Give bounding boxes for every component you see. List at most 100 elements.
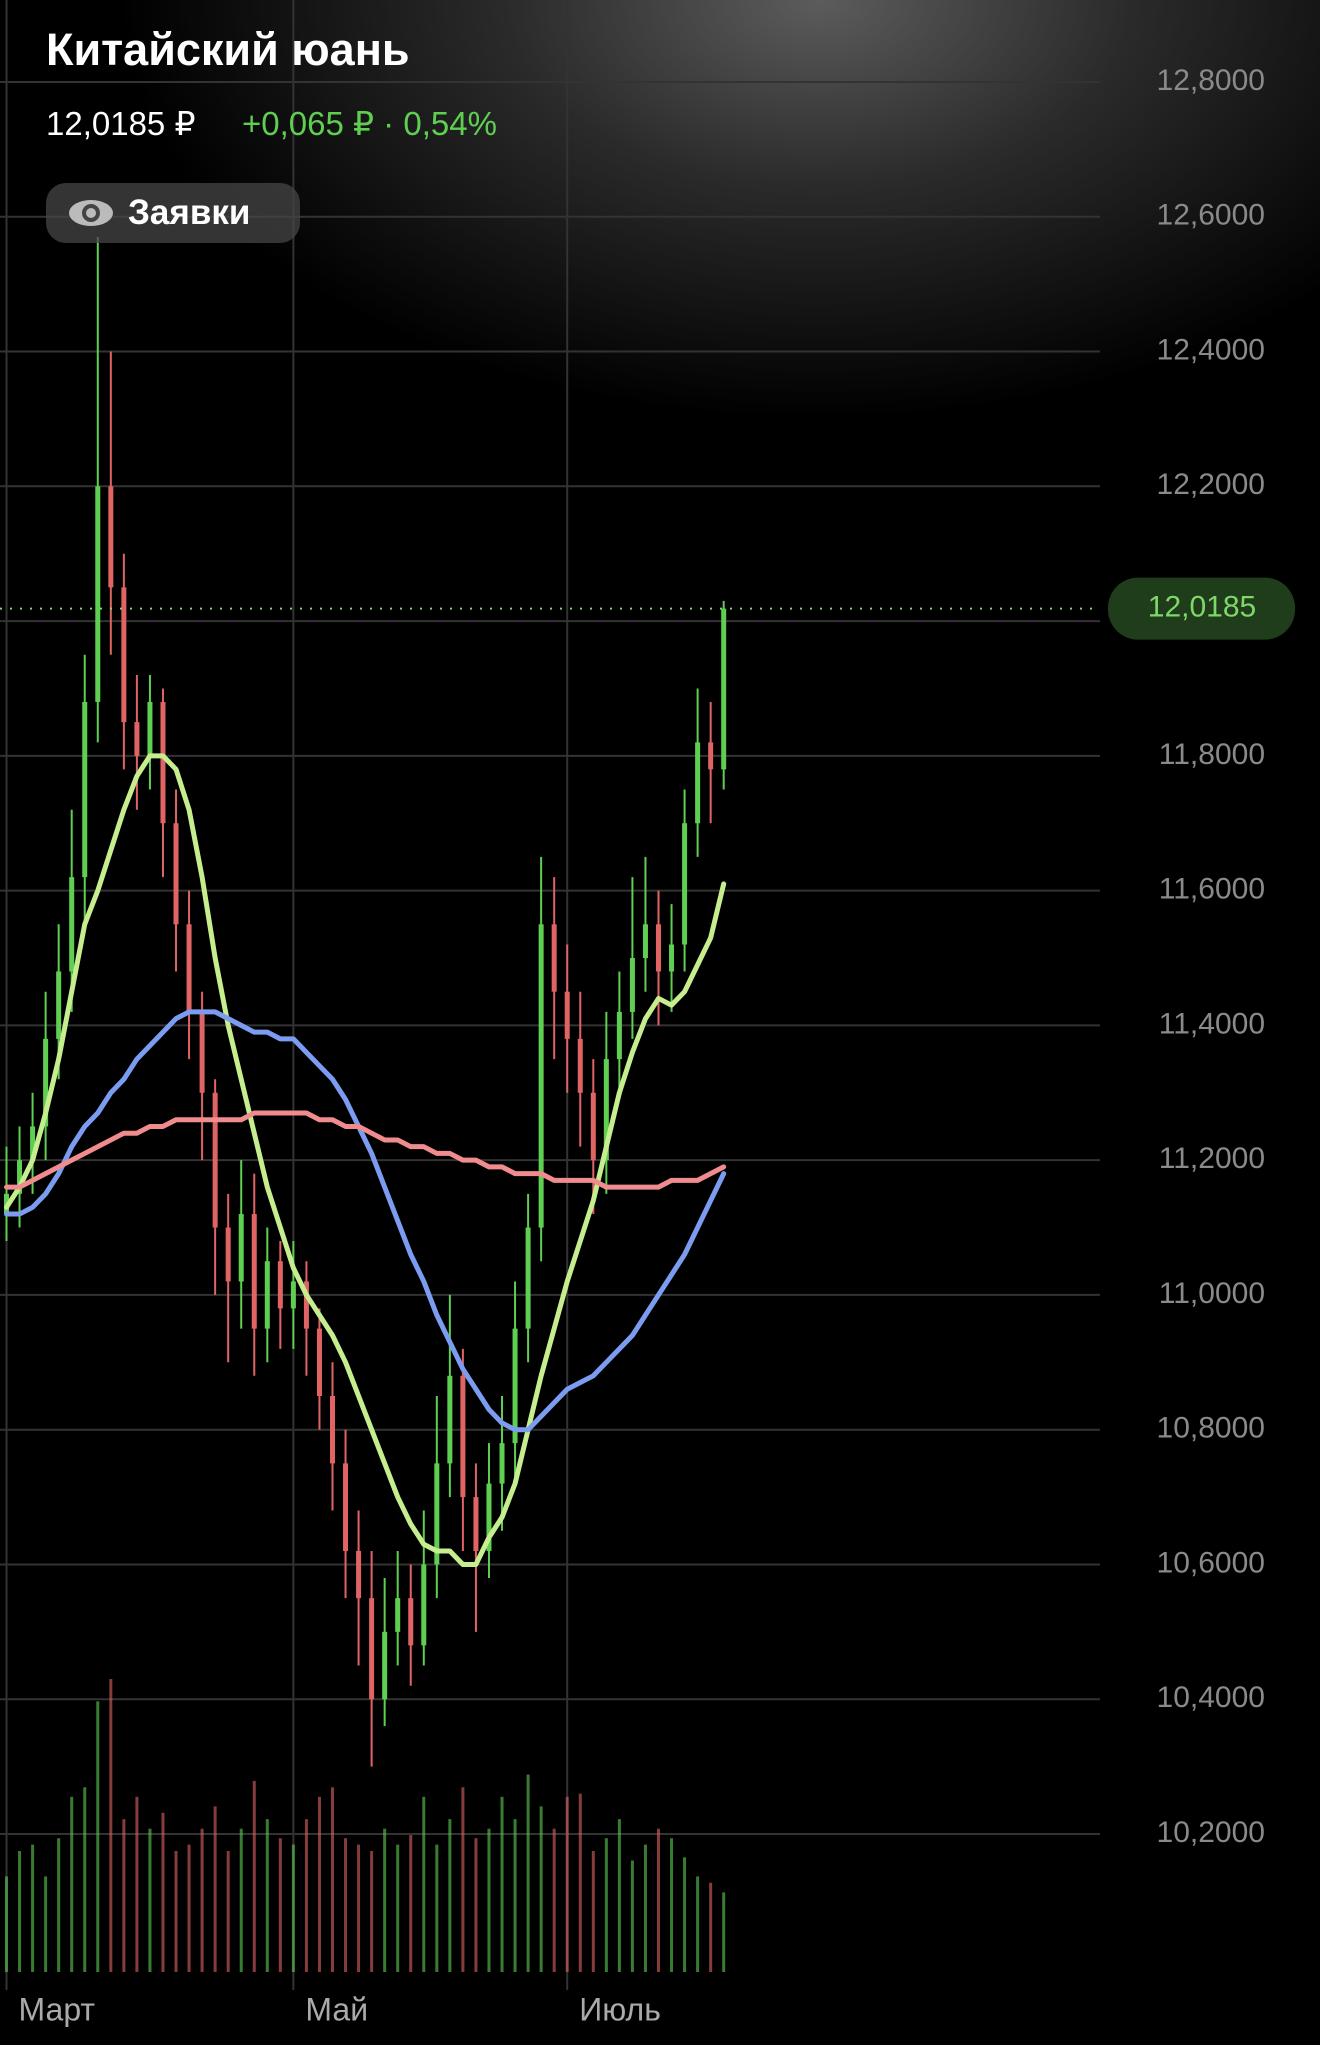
candle-body: [447, 1375, 453, 1464]
candle-body: [356, 1550, 362, 1599]
y-tick-label: 11,2000: [1159, 1142, 1265, 1175]
candle-body: [473, 1497, 479, 1551]
volume-bar: [291, 1844, 295, 1972]
volume-bar: [709, 1882, 713, 1972]
candle-body: [486, 1483, 492, 1551]
volume-bar: [278, 1838, 282, 1972]
volume-bar: [331, 1787, 334, 1972]
volume-bar: [539, 1806, 543, 1972]
candle-body: [525, 1227, 531, 1329]
volume-bar: [31, 1844, 35, 1972]
candle-body: [82, 701, 88, 878]
volume-bar: [83, 1787, 87, 1972]
candle-body: [395, 1598, 401, 1632]
candle-body: [721, 608, 727, 770]
volume-bar: [57, 1838, 61, 1972]
orders-button[interactable]: Заявки: [46, 183, 300, 243]
candle-body: [43, 1038, 49, 1127]
candle-body: [708, 742, 714, 770]
candle-body: [199, 1011, 205, 1093]
y-tick-label: 10,8000: [1157, 1412, 1265, 1445]
volume-bar: [565, 1796, 569, 1972]
last-price-badge: [1108, 577, 1295, 640]
candle-body: [616, 1011, 622, 1060]
moving-average: [4, 753, 727, 1567]
button-label: Заявки: [128, 193, 251, 232]
volume-bar: [722, 1892, 726, 1972]
volume-bar: [500, 1796, 504, 1972]
candle-body: [460, 1375, 466, 1498]
price: 12,0185 ₽: [46, 105, 196, 142]
y-tick-label: 11,6000: [1159, 873, 1265, 906]
volume-bar: [200, 1828, 204, 1972]
volume-bar: [148, 1828, 152, 1972]
volume-bar: [526, 1774, 530, 1972]
candle-body: [669, 944, 675, 972]
volume-bar: [226, 1850, 230, 1972]
title: Китайский юань: [46, 24, 410, 75]
volume-bar: [70, 1796, 74, 1972]
candle-body: [512, 1328, 518, 1444]
y-tick-label: 10,4000: [1157, 1681, 1265, 1714]
candle-body: [551, 924, 557, 992]
candle-body: [316, 1328, 322, 1396]
y-tick-label: 12,2000: [1157, 468, 1265, 501]
candle-body: [434, 1463, 440, 1565]
volume-bar: [317, 1796, 321, 1972]
volume-bar: [265, 1819, 269, 1972]
eye-icon: [69, 200, 113, 226]
y-tick-label: 11,8000: [1159, 738, 1265, 771]
candle-body: [30, 1126, 36, 1161]
volume-bar: [109, 1679, 113, 1972]
volume-bar: [696, 1876, 700, 1972]
volume-bar: [18, 1850, 22, 1972]
y-tick-label: 10,2000: [1157, 1816, 1265, 1849]
volume-bar: [370, 1850, 374, 1972]
candle-body: [343, 1463, 349, 1551]
candle-body: [69, 877, 75, 972]
moving-average: [4, 1110, 727, 1190]
volume-bar: [5, 1876, 8, 1972]
y-tick-label: 12,4000: [1157, 333, 1265, 366]
y-tick-label: 12,6000: [1157, 199, 1265, 232]
volume-bar: [670, 1838, 674, 1972]
volume-bar: [617, 1819, 621, 1972]
volume-bar: [135, 1796, 139, 1972]
volume-bar: [604, 1838, 608, 1972]
candle-body: [656, 924, 661, 972]
volume-bar: [396, 1844, 400, 1972]
volume-bar: [187, 1844, 191, 1972]
y-tick-label: 10,6000: [1157, 1546, 1265, 1579]
candle-body: [577, 1038, 583, 1093]
volume-bar: [304, 1819, 308, 1972]
volume-bar: [383, 1828, 387, 1972]
candle-body: [629, 958, 635, 1012]
x-tick-label: Июль: [579, 1991, 661, 2027]
volume-bar: [474, 1838, 478, 1972]
volume-bar: [461, 1787, 465, 1972]
volume-bar: [239, 1828, 243, 1972]
candle-body: [251, 1214, 257, 1329]
volume-bar: [252, 1780, 256, 1972]
volume-bar: [578, 1793, 582, 1972]
volume-bar: [213, 1806, 217, 1972]
volume-bar: [122, 1819, 126, 1972]
candle-body: [108, 486, 114, 588]
y-tick-label: 12,8000: [1157, 64, 1265, 97]
candle-body: [369, 1598, 375, 1700]
volume-bar: [44, 1876, 48, 1972]
moving-average: [4, 1009, 727, 1433]
volume-bar: [96, 1701, 100, 1972]
volume-bar: [657, 1828, 660, 1972]
y-tick-label: 11,0000: [1159, 1277, 1265, 1310]
candle-body: [330, 1396, 335, 1464]
volume-bar: [161, 1812, 165, 1972]
candle-body: [17, 1160, 23, 1194]
candle-body: [121, 587, 127, 723]
volume-bar: [448, 1819, 452, 1972]
volume-bar: [630, 1860, 634, 1972]
candle-body: [277, 1261, 283, 1309]
x-tick-label: Май: [305, 1991, 368, 2027]
